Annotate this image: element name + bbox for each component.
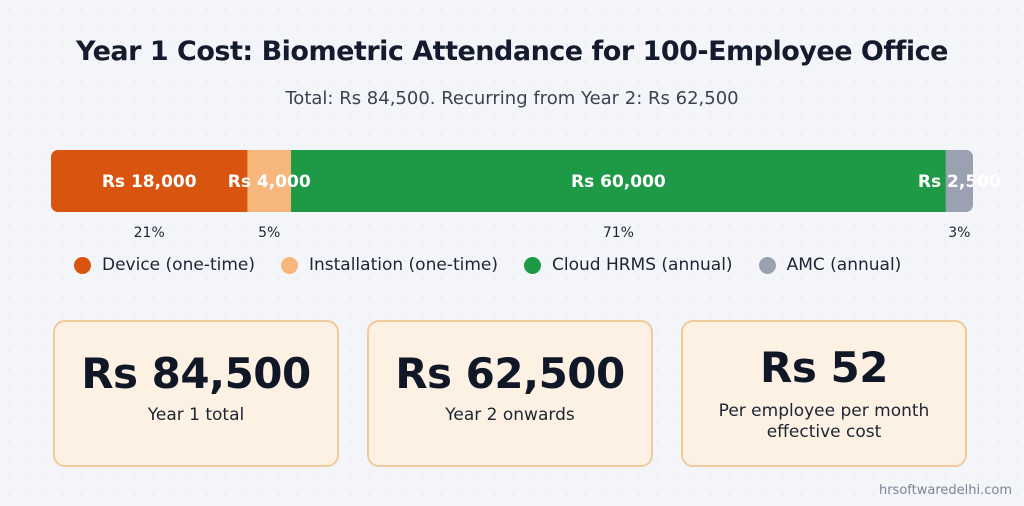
chart-title: Year 1 Cost: Biometric Attendance for 10… (76, 36, 948, 67)
bar-value-label-amc: Rs 2,500 (918, 172, 1001, 192)
stacked-bar-chart: Rs 18,000 21% Rs 4,000 5% Rs 60,000 71% Rs 2,5… (51, 150, 1001, 241)
bar-percent-label-installation: 5% (258, 225, 280, 241)
bar-percent-label-device: 21% (134, 225, 165, 241)
bar-segment-amc (945, 150, 973, 212)
legend-label-amc: AMC (annual) (786, 255, 902, 275)
bar-segment-installation (247, 150, 292, 212)
card-per-employee-value: Rs 52 (760, 343, 888, 392)
card-year2-caption: Year 2 onwards (445, 405, 575, 425)
legend: Device (one-time) Installation (one-time… (74, 255, 927, 275)
legend-swatch-installation (280, 256, 298, 274)
card-year1-value: Rs 84,500 (81, 349, 311, 398)
legend-item-device: Device (one-time) (74, 255, 255, 275)
card-per-employee-caption-line2: effective cost (766, 422, 882, 442)
legend-swatch-cloud-hrms (524, 256, 541, 274)
bar-segment-cloud (291, 150, 947, 212)
chart-subtitle: Total: Rs 84,500. Recurring from Year 2:… (285, 88, 739, 109)
legend-item-installation: Installation (one-time) (280, 255, 498, 275)
bar-percent-label-amc: 3% (948, 225, 970, 241)
legend-label-device: Device (one-time) (102, 255, 255, 275)
bar-value-label-device: Rs 18,000 (102, 172, 197, 192)
legend-label-cloud-hrms: Cloud HRMS (annual) (552, 255, 733, 275)
card-year1-caption: Year 1 total (147, 405, 245, 425)
card-year2-onwards: Rs 62,500 Year 2 onwards (367, 320, 653, 467)
bar-percent-label-cloud: 71% (603, 225, 634, 241)
bar-segment-device (51, 150, 248, 212)
card-year2-value: Rs 62,500 (395, 349, 625, 398)
legend-swatch-amc (758, 256, 776, 274)
watermark: hrsoftwaredelhi.com (878, 483, 1012, 498)
card-year1-total: Rs 84,500 Year 1 total (53, 320, 339, 467)
bar-segments (51, 150, 973, 212)
card-per-employee: Rs 52 Per employee per month effective c… (681, 320, 967, 467)
bar-value-label-installation: Rs 4,000 (228, 172, 311, 192)
legend-label-installation: Installation (one-time) (308, 255, 498, 275)
card-per-employee-caption: Per employee per month effective cost (683, 401, 965, 443)
card-per-employee-caption-line1: Per employee per month (718, 401, 930, 421)
bar-value-label-cloud: Rs 60,000 (571, 172, 666, 192)
legend-item-cloud-hrms: Cloud HRMS (annual) (524, 255, 733, 275)
legend-item-amc: AMC (annual) (758, 255, 902, 275)
legend-swatch-device (74, 256, 91, 274)
